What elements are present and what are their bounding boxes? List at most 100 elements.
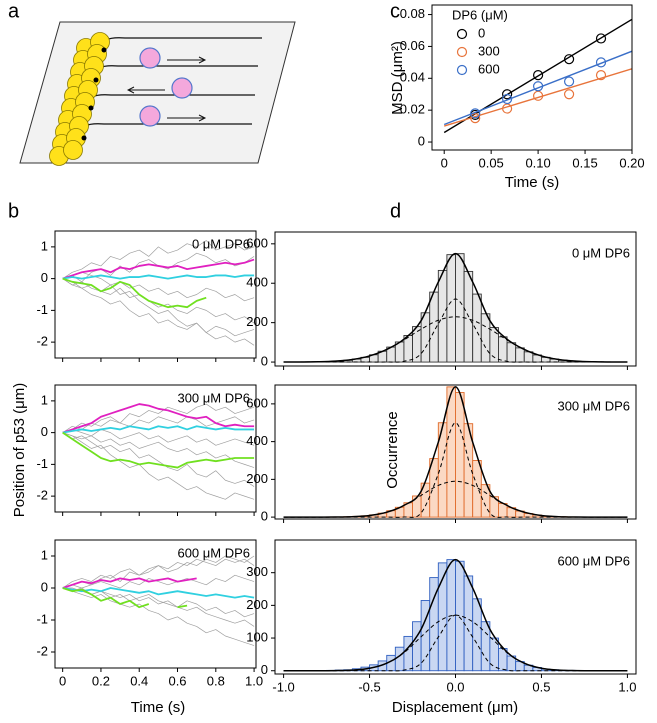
marker-dot bbox=[81, 135, 87, 141]
trace bbox=[62, 432, 255, 487]
y-axis-label: Position of p53 (μm) bbox=[11, 383, 28, 518]
trace bbox=[62, 429, 255, 446]
data-point bbox=[563, 89, 575, 100]
arrow bbox=[126, 86, 165, 94]
y-tick-label: 0 bbox=[418, 133, 425, 148]
annotation: 0 μM DP6 bbox=[192, 236, 250, 251]
protein bbox=[171, 77, 193, 99]
bar bbox=[412, 495, 422, 518]
y-tick-label: 0 bbox=[261, 662, 268, 677]
y-tick-label: 0.02 bbox=[400, 102, 425, 117]
y-tick-label: 0 bbox=[41, 424, 48, 439]
protein bbox=[139, 47, 161, 69]
x-axis-label: Time (s) bbox=[131, 699, 185, 716]
panel-label: d bbox=[390, 200, 401, 222]
trace bbox=[62, 403, 255, 434]
bar bbox=[515, 347, 525, 363]
y-tick-label: 300 bbox=[246, 564, 268, 579]
bar bbox=[455, 392, 465, 518]
bar bbox=[403, 335, 413, 363]
plot-frame bbox=[54, 230, 257, 359]
bar bbox=[506, 342, 517, 363]
bar bbox=[429, 291, 439, 363]
y-tick-label: 1 bbox=[41, 547, 48, 562]
legend-label: 300 bbox=[478, 43, 500, 58]
y-tick-label: -2 bbox=[36, 643, 48, 658]
plot-area bbox=[443, 18, 632, 134]
y-tick-label: 400 bbox=[246, 433, 268, 448]
x-tick-label: 0.10 bbox=[525, 155, 550, 170]
trace bbox=[62, 558, 255, 589]
y-tick-label: 600 bbox=[246, 235, 268, 250]
trace bbox=[62, 574, 255, 589]
bar bbox=[498, 503, 508, 518]
arrow bbox=[167, 114, 207, 122]
bar bbox=[403, 635, 413, 672]
x-tick-label: -1.0 bbox=[272, 679, 294, 694]
trace bbox=[62, 425, 255, 434]
legend-marker bbox=[456, 64, 468, 76]
fit-curve bbox=[283, 480, 628, 518]
trace bbox=[62, 274, 255, 280]
plot-area bbox=[283, 252, 628, 363]
trace bbox=[62, 278, 255, 337]
y-tick-label: -1 bbox=[36, 302, 48, 317]
x-axis-label: Time (s) bbox=[505, 174, 559, 191]
bar bbox=[394, 646, 405, 672]
y-tick-label: -1 bbox=[36, 456, 48, 471]
y-tick-label: 1 bbox=[41, 392, 48, 407]
trace bbox=[62, 416, 255, 433]
y-tick-label: 0.06 bbox=[400, 38, 425, 53]
plot-frame bbox=[274, 384, 637, 520]
bar bbox=[498, 336, 508, 363]
x-tick-label: 0.6 bbox=[168, 673, 186, 688]
panel-label: b bbox=[8, 200, 19, 222]
trace bbox=[62, 587, 188, 609]
trace bbox=[62, 587, 255, 599]
data-point bbox=[533, 81, 544, 92]
trace bbox=[62, 432, 255, 468]
y-tick-label: 0.04 bbox=[400, 70, 425, 85]
protein bbox=[139, 105, 161, 127]
y-tick-label: 0 bbox=[41, 579, 48, 594]
bar bbox=[420, 312, 431, 363]
y-tick-label: 0 bbox=[261, 509, 268, 524]
plot-frame bbox=[54, 384, 257, 513]
marker-dot bbox=[88, 105, 94, 111]
x-tick-label: -0.5 bbox=[358, 679, 380, 694]
bar bbox=[455, 560, 465, 672]
trace bbox=[62, 432, 255, 500]
trace bbox=[62, 278, 255, 346]
data-point bbox=[563, 76, 575, 87]
data-point bbox=[595, 33, 607, 44]
legend-label: 600 bbox=[478, 61, 500, 76]
plot-frame bbox=[274, 539, 637, 675]
y-tick-label: 400 bbox=[246, 275, 268, 290]
trace bbox=[62, 258, 255, 280]
y-tick-label: 0 bbox=[41, 270, 48, 285]
y-tick-label: 200 bbox=[246, 314, 268, 329]
x-tick-label: 0 bbox=[441, 155, 448, 170]
y-tick-label: 1 bbox=[41, 238, 48, 253]
x-tick-label: 0.0 bbox=[446, 679, 464, 694]
bar bbox=[446, 254, 456, 363]
annotation: 300 μM DP6 bbox=[177, 390, 250, 405]
fit-line bbox=[443, 50, 632, 126]
data-point bbox=[595, 70, 607, 81]
x-axis-label: Displacement (μm) bbox=[392, 699, 518, 716]
data-point bbox=[563, 54, 575, 65]
data-point bbox=[502, 93, 513, 105]
plot-area bbox=[62, 240, 255, 346]
trace bbox=[62, 587, 255, 627]
annotation: 600 μM DP6 bbox=[177, 545, 250, 560]
legend-marker bbox=[456, 46, 468, 58]
data-point bbox=[502, 89, 513, 100]
fit-curve bbox=[283, 298, 628, 363]
data-point bbox=[470, 113, 481, 124]
fit-curve bbox=[283, 316, 628, 363]
x-tick-label: 0.2 bbox=[92, 673, 110, 688]
legend-label: 0 bbox=[478, 25, 485, 40]
data-point bbox=[595, 57, 607, 68]
fit-curve bbox=[283, 614, 628, 672]
marker-dot bbox=[101, 47, 107, 53]
